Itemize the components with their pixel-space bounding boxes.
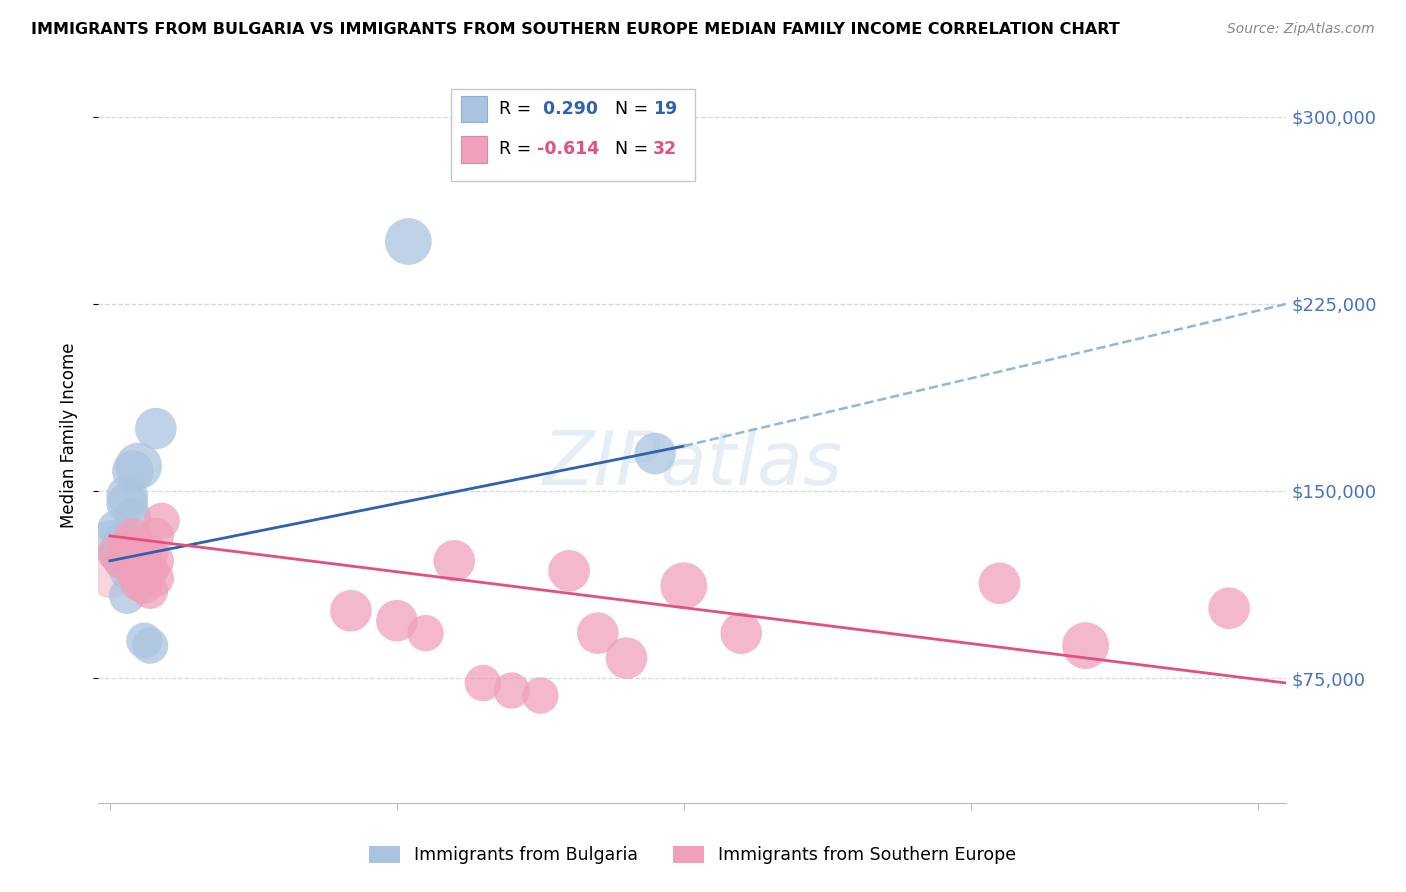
Point [98, 533, 121, 548]
Point [104, 546, 127, 560]
Point [145, 529, 167, 543]
Point [115, 533, 138, 548]
Text: 19: 19 [654, 100, 678, 118]
Point [121, 464, 143, 478]
Point [115, 489, 138, 503]
Point [134, 564, 156, 578]
Point [145, 571, 167, 585]
Y-axis label: Median Family Income: Median Family Income [59, 343, 77, 527]
Text: R =: R = [499, 100, 537, 118]
Point [121, 529, 143, 543]
Text: 0.290: 0.290 [537, 100, 598, 118]
Legend: Immigrants from Bulgaria, Immigrants from Southern Europe: Immigrants from Bulgaria, Immigrants fro… [361, 838, 1024, 871]
Point [115, 496, 138, 510]
Text: IMMIGRANTS FROM BULGARIA VS IMMIGRANTS FROM SOUTHERN EUROPE MEDIAN FAMILY INCOME: IMMIGRANTS FROM BULGARIA VS IMMIGRANTS F… [31, 22, 1119, 37]
Text: Source: ZipAtlas.com: Source: ZipAtlas.com [1227, 22, 1375, 37]
Text: -0.614: -0.614 [537, 140, 599, 159]
Point [529, 689, 551, 703]
Text: 32: 32 [654, 140, 678, 159]
Text: R =: R = [499, 140, 537, 159]
Point [128, 576, 150, 591]
Point [134, 554, 156, 568]
Point [472, 676, 495, 690]
Point [139, 564, 162, 578]
Point [385, 614, 408, 628]
Point [558, 564, 581, 578]
Point [139, 546, 162, 560]
Point [134, 579, 156, 593]
Bar [461, 95, 486, 122]
Point [150, 514, 173, 528]
Point [121, 508, 143, 523]
Point [1074, 639, 1097, 653]
Point [145, 422, 167, 436]
Point [115, 589, 138, 603]
Point [110, 539, 132, 553]
Point [340, 604, 363, 618]
FancyBboxPatch shape [451, 89, 695, 181]
Text: N =: N = [616, 140, 654, 159]
Point [586, 626, 609, 640]
Text: ZIPatlas: ZIPatlas [543, 428, 842, 500]
Point [110, 554, 132, 568]
Point [98, 564, 121, 578]
Point [115, 539, 138, 553]
Point [1218, 601, 1240, 615]
Point [415, 626, 437, 640]
Point [128, 458, 150, 473]
Point [501, 683, 523, 698]
Point [396, 235, 419, 249]
Point [443, 554, 465, 568]
Point [145, 554, 167, 568]
Point [139, 639, 162, 653]
Point [110, 554, 132, 568]
Point [104, 521, 127, 535]
Point [121, 564, 143, 578]
Point [134, 633, 156, 648]
Point [730, 626, 752, 640]
Point [672, 579, 695, 593]
Point [139, 583, 162, 598]
Point [110, 533, 132, 548]
Point [616, 651, 638, 665]
Point [988, 576, 1011, 591]
Text: N =: N = [616, 100, 654, 118]
Point [128, 539, 150, 553]
Point [644, 446, 666, 460]
Point [104, 546, 127, 560]
Bar [461, 136, 486, 162]
Point [115, 564, 138, 578]
